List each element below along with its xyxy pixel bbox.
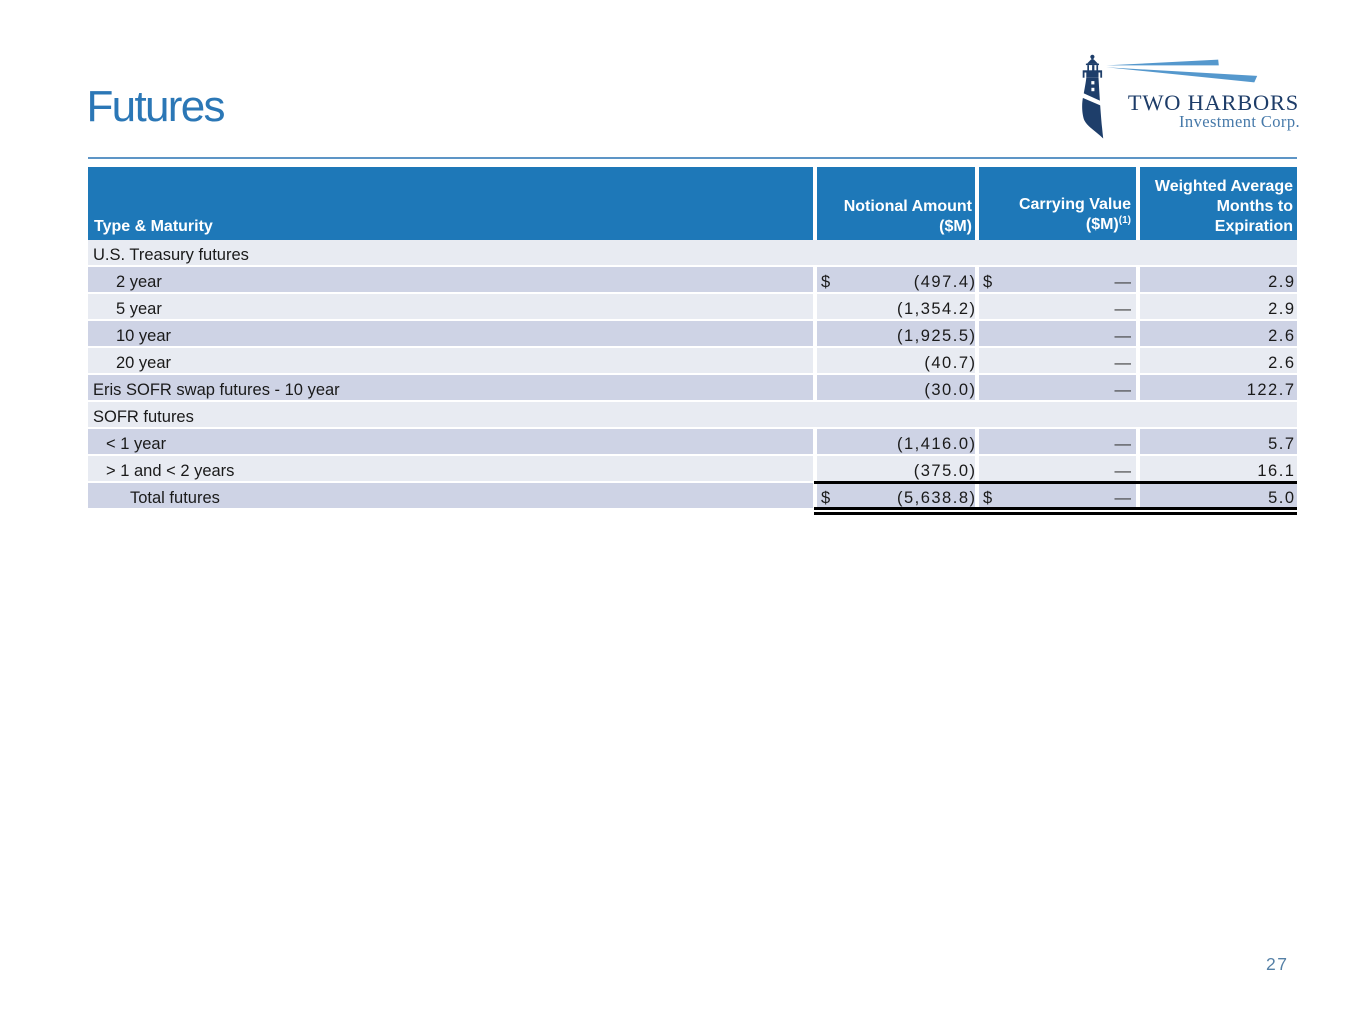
svg-text:Investment Corp.: Investment Corp. xyxy=(1179,112,1300,131)
svg-text:TWO HARBORS: TWO HARBORS xyxy=(1128,90,1299,115)
